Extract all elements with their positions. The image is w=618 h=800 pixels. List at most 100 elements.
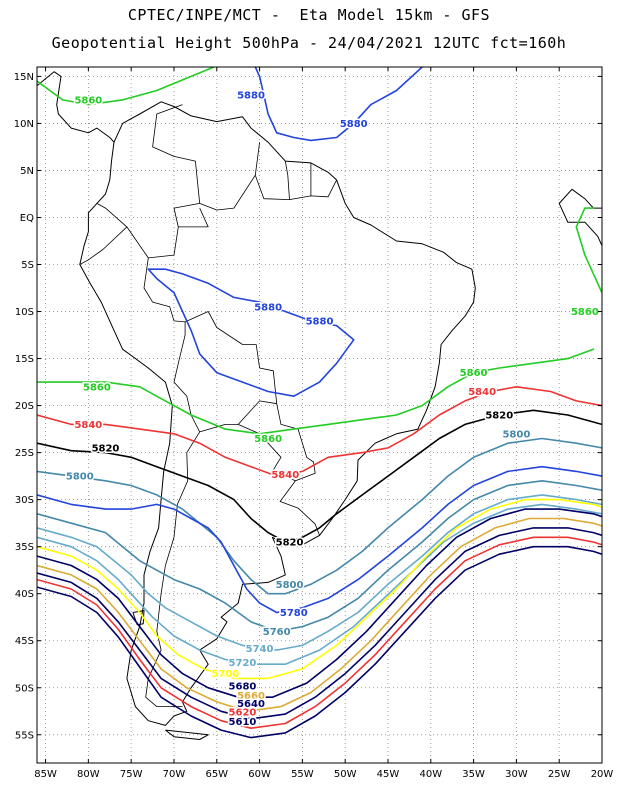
lon-tick-label: 50W [334,769,357,780]
contour-label-5800: 5800 [502,429,530,440]
lat-tick-label: 35S [15,542,34,553]
contour-label-5720: 5720 [229,658,257,669]
lon-tick-label: 45W [377,769,400,780]
lat-tick-label: 50S [15,683,34,694]
contour-5860 [37,348,595,435]
political-border [238,424,296,482]
lon-tick-label: 55W [291,769,314,780]
political-border [79,226,128,265]
contour-label-5860: 5860 [254,434,282,445]
contour-5760 [37,480,602,633]
lat-tick-label: 15S [15,354,34,365]
contour-label-5640: 5640 [237,699,265,710]
contour-label-5760: 5760 [263,627,291,638]
political-border [173,381,277,433]
contour-label-5880: 5880 [254,302,282,313]
lon-tick-label: 70W [163,769,186,780]
contour-5680 [37,508,602,698]
lon-tick-label: 85W [34,769,57,780]
title-line-1: CPTEC/INPE/MCT - Eta Model 15km - GFS [127,6,491,24]
lon-tick-label: 60W [248,769,271,780]
contour-label-5620: 5620 [229,708,257,719]
map-background [37,67,602,763]
lat-tick-label: EQ [20,213,34,224]
contour-5620 [37,536,602,729]
contour-5720 [37,503,602,665]
coastline [165,729,209,740]
contour-label-5680: 5680 [229,681,257,692]
contour-5880 [147,268,355,397]
contour-5610 [37,545,602,739]
contour-label-5840: 5840 [468,387,496,398]
contour-5700 [37,498,602,680]
lat-tick-label: 5N [20,166,34,177]
lon-tick-label: 30W [505,769,528,780]
political-border [152,104,201,227]
contour-label-5820: 5820 [276,537,304,548]
contour-5800 [37,437,602,595]
contour-5880 [254,67,423,142]
map-frame [36,66,603,764]
lat-tick-label: 10N [14,119,34,130]
lat-tick-label: 40S [15,589,34,600]
political-border [199,142,260,211]
lon-tick-label: 35W [462,769,485,780]
political-border [284,161,290,200]
contour-label-5820: 5820 [485,411,513,422]
contour-label-5860: 5860 [74,95,102,106]
lon-tick-label: 65W [205,769,228,780]
contour-5840 [37,386,602,477]
contour-5860 [37,67,216,106]
contour-label-5610: 5610 [229,717,257,728]
graticule [37,67,602,763]
coastline [37,71,115,143]
contour-5780 [37,465,602,614]
contour-5740 [37,494,602,651]
contour-label-5780: 5780 [280,608,308,619]
axis-ticks: 85W 80W 75W 70W 65W 60W 55W 50W 45W 40W 35W 30W 25W 2… [14,67,614,780]
lat-tick-label: 10S [15,307,34,318]
height-contours [37,67,602,739]
lon-tick-label: 80W [77,769,100,780]
contour-5860 [575,207,602,294]
contour-label-5840: 5840 [271,470,299,481]
contour-5820 [37,409,602,543]
lat-tick-label: 55S [15,730,34,741]
contour-label-5820: 5820 [92,443,120,454]
contour-5660 [37,517,602,713]
political-border [96,203,149,259]
contour-labels: 5880 5880 5880 5880 5860 5860 5860 5860 5860 5840… [64,89,600,729]
contour-label-5800: 5800 [66,472,94,483]
contour-label-5860: 5860 [571,307,599,318]
contour-label-5800: 5800 [276,580,304,591]
lon-tick-label: 25W [548,769,571,780]
contour-label-5840: 5840 [74,420,102,431]
lat-tick-label: 45S [15,636,34,647]
land-outlines [37,34,602,740]
island-outline [165,34,216,48]
contour-label-5860: 5860 [460,368,488,379]
political-border [254,175,337,200]
contour-label-5880: 5880 [306,316,334,327]
contour-label-5880: 5880 [340,119,368,130]
contour-label-5700: 5700 [211,669,239,680]
coastline [79,101,476,726]
lat-tick-label: 25S [15,448,34,459]
lat-tick-label: 5S [21,260,34,271]
lat-tick-label: 30S [15,495,34,506]
political-border [145,431,201,707]
contour-label-5860: 5860 [83,382,111,393]
lat-tick-label: 20S [15,401,34,412]
coastline-east [558,188,602,246]
lon-tick-label: 75W [120,769,143,780]
lon-tick-label: 40W [419,769,442,780]
political-border [143,207,320,536]
contour-5640 [37,527,602,720]
contour-label-5660: 5660 [237,691,265,702]
contour-label-5880: 5880 [237,91,265,102]
contour-label-5740: 5740 [246,644,274,655]
political-border [173,321,186,383]
lon-tick-label: 20W [591,769,614,780]
